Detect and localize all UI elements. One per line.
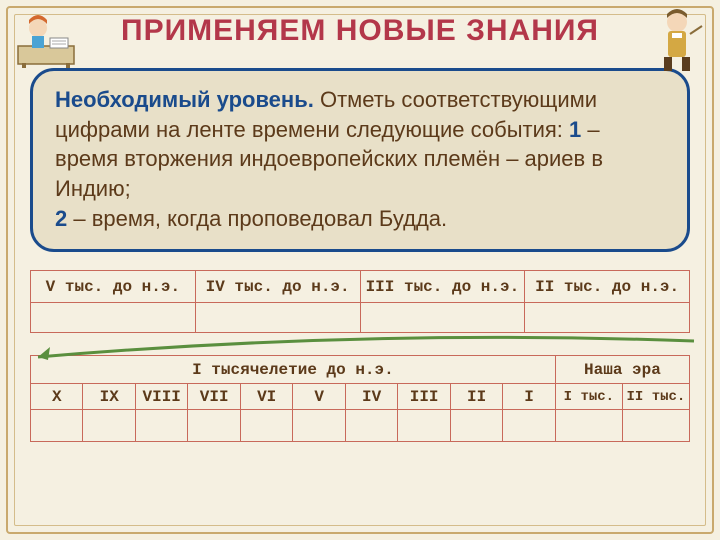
answer-cell[interactable]: [398, 410, 450, 442]
century-cell: VIII: [135, 384, 187, 410]
teacher-illustration: [646, 8, 708, 72]
millennia-table: V тыс. до н.э. IV тыс. до н.э. III тыс. …: [30, 270, 690, 333]
millennium-header: V тыс. до н.э.: [31, 271, 196, 303]
centuries-table: I тысячелетие до н.э. Наша эра X IX VIII…: [30, 355, 690, 442]
century-cell: I: [503, 384, 555, 410]
millennium-header: II тыс. до н.э.: [525, 271, 690, 303]
answer-cell[interactable]: [240, 410, 292, 442]
era-millennium-cell: II тыс.: [622, 384, 689, 410]
answer-cell[interactable]: [345, 410, 397, 442]
answer-cell[interactable]: [31, 410, 83, 442]
answer-cell[interactable]: [188, 410, 240, 442]
era-millennium-cell: I тыс.: [555, 384, 622, 410]
century-cell: III: [398, 384, 450, 410]
centuries-table-wrap: I тысячелетие до н.э. Наша эра X IX VIII…: [30, 355, 690, 442]
event-2-text: – время, когда проповедовал Будда.: [67, 206, 447, 231]
table-row: [31, 410, 690, 442]
millennia-table-wrap: V тыс. до н.э. IV тыс. до н.э. III тыс. …: [30, 270, 690, 333]
event-2-number: 2: [55, 206, 67, 231]
level-label: Необходимый уровень.: [55, 87, 314, 112]
answer-cell[interactable]: [293, 410, 345, 442]
instruction-box: Необходимый уровень. Отметь соответствую…: [30, 68, 690, 252]
student-illustration: [12, 8, 80, 68]
answer-cell[interactable]: [555, 410, 622, 442]
answer-cell[interactable]: [503, 410, 555, 442]
table-row: [31, 303, 690, 333]
answer-cell[interactable]: [31, 303, 196, 333]
table-row: V тыс. до н.э. IV тыс. до н.э. III тыс. …: [31, 271, 690, 303]
millennium-header: III тыс. до н.э.: [360, 271, 525, 303]
answer-cell[interactable]: [622, 410, 689, 442]
century-cell: VI: [240, 384, 292, 410]
millennium-header: IV тыс. до н.э.: [195, 271, 360, 303]
our-era-label: Наша эра: [555, 356, 689, 384]
century-cell: X: [31, 384, 83, 410]
answer-cell[interactable]: [525, 303, 690, 333]
millennium-bc-label: I тысячелетие до н.э.: [31, 356, 556, 384]
answer-cell[interactable]: [83, 410, 135, 442]
answer-cell[interactable]: [135, 410, 187, 442]
century-cell: IV: [345, 384, 397, 410]
event-1-number: 1: [569, 117, 581, 142]
page-title: ПРИМЕНЯЕМ НОВЫЕ ЗНАНИЯ: [0, 0, 720, 48]
century-cell: IX: [83, 384, 135, 410]
answer-cell[interactable]: [360, 303, 525, 333]
century-cell: V: [293, 384, 345, 410]
table-row: I тысячелетие до н.э. Наша эра: [31, 356, 690, 384]
century-cell: II: [450, 384, 502, 410]
answer-cell[interactable]: [450, 410, 502, 442]
table-row: X IX VIII VII VI V IV III II I I тыс. II…: [31, 384, 690, 410]
century-cell: VII: [188, 384, 240, 410]
answer-cell[interactable]: [195, 303, 360, 333]
